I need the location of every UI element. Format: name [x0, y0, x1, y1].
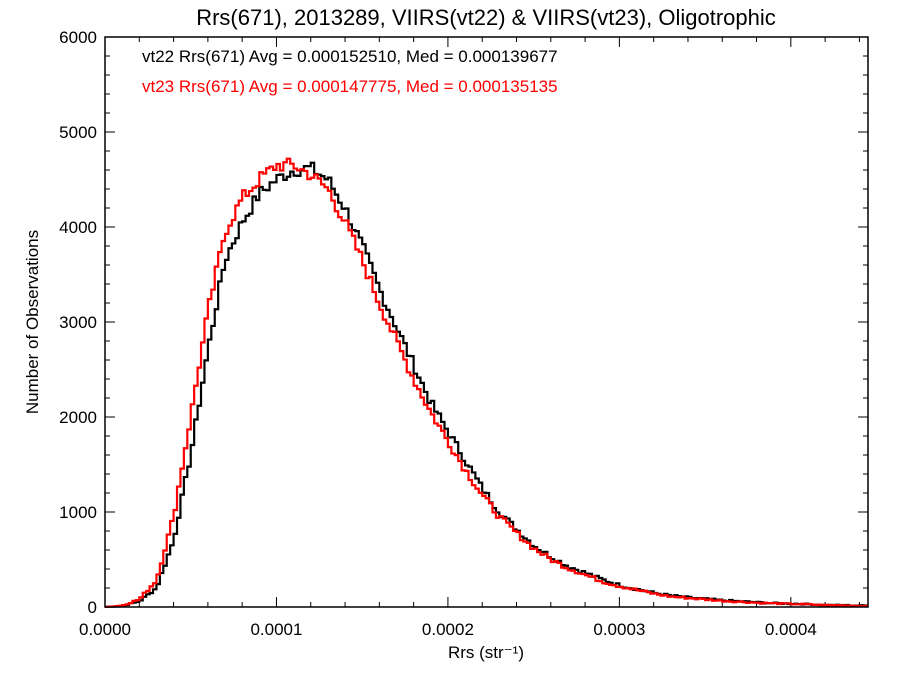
y-tick-label: 2000: [59, 408, 97, 427]
annotation-vt22: vt22 Rrs(671) Avg = 0.000152510, Med = 0…: [142, 47, 558, 66]
x-tick-label: 0.0002: [422, 620, 474, 639]
y-tick-label: 6000: [59, 28, 97, 47]
x-tick-label: 0.0000: [79, 620, 131, 639]
y-tick-label: 1000: [59, 503, 97, 522]
x-tick-label: 0.0004: [765, 620, 817, 639]
x-axis-label: Rrs (str⁻¹): [448, 643, 524, 662]
y-axis-label: Number of Observations: [23, 230, 42, 414]
y-tick-label: 0: [88, 598, 97, 617]
y-tick-label: 3000: [59, 313, 97, 332]
chart-title: Rrs(671), 2013289, VIIRS(vt22) & VIIRS(v…: [196, 5, 776, 30]
y-tick-label: 5000: [59, 123, 97, 142]
series-line-vt22: [105, 161, 868, 609]
series-layer: [105, 157, 868, 609]
annotation-vt23: vt23 Rrs(671) Avg = 0.000147775, Med = 0…: [142, 77, 558, 96]
x-tick-label: 0.0003: [593, 620, 645, 639]
x-tick-label: 0.0001: [250, 620, 302, 639]
axis-ticks: 0.0000 0.0001 0.0002 0.0003 0.0004 0 1000 2000 3…: [59, 28, 868, 639]
plot-frame: [104, 36, 869, 608]
series-line-vt23: [105, 157, 868, 609]
y-tick-label: 4000: [59, 218, 97, 237]
